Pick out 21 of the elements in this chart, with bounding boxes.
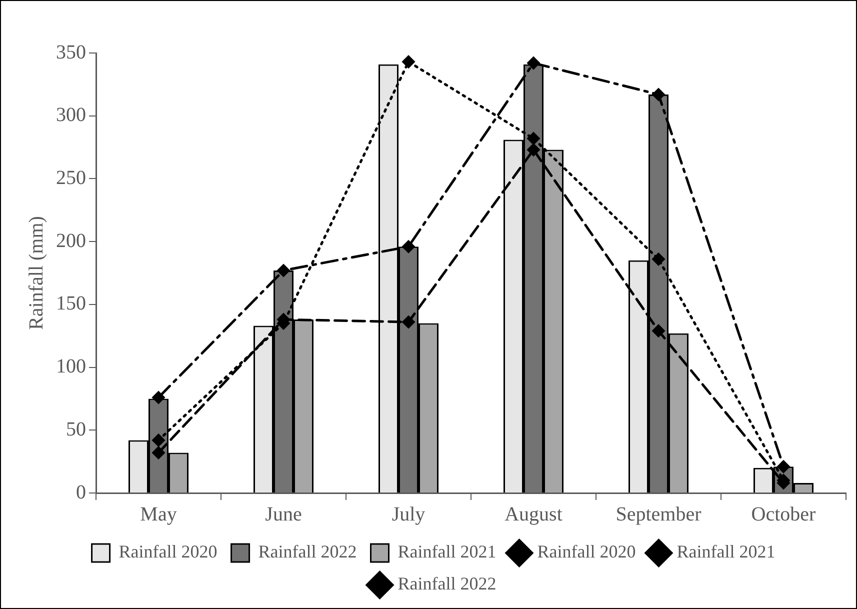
legend-label: Rainfall 2021	[398, 542, 496, 562]
legend-label: Rainfall 2022	[398, 574, 496, 594]
y-tick-label: 100	[56, 356, 86, 378]
y-axis-title: Rainfall (mm)	[25, 216, 48, 330]
x-tick-label: May	[140, 503, 177, 526]
y-tick-label: 300	[56, 104, 86, 126]
x-tick-label: September	[616, 503, 702, 526]
x-tick-label: June	[265, 503, 302, 526]
legend-label: Rainfall 2021	[676, 542, 776, 562]
y-tick-label: 350	[56, 41, 86, 64]
legend-label: Rainfall 2020	[118, 542, 218, 562]
y-tick-label: 150	[56, 292, 86, 315]
y-tick-label: 250	[56, 166, 86, 189]
y-tick-label: 200	[56, 230, 86, 252]
legend-label: Rainfall 2020	[537, 542, 636, 562]
x-tick-label: October	[751, 503, 816, 526]
x-tick-label: July	[392, 503, 426, 526]
y-tick-label: 0	[76, 481, 86, 504]
legend-label: Rainfall 2022	[258, 542, 357, 562]
x-tick-label: August	[504, 503, 563, 526]
y-tick-label: 50	[66, 418, 86, 440]
